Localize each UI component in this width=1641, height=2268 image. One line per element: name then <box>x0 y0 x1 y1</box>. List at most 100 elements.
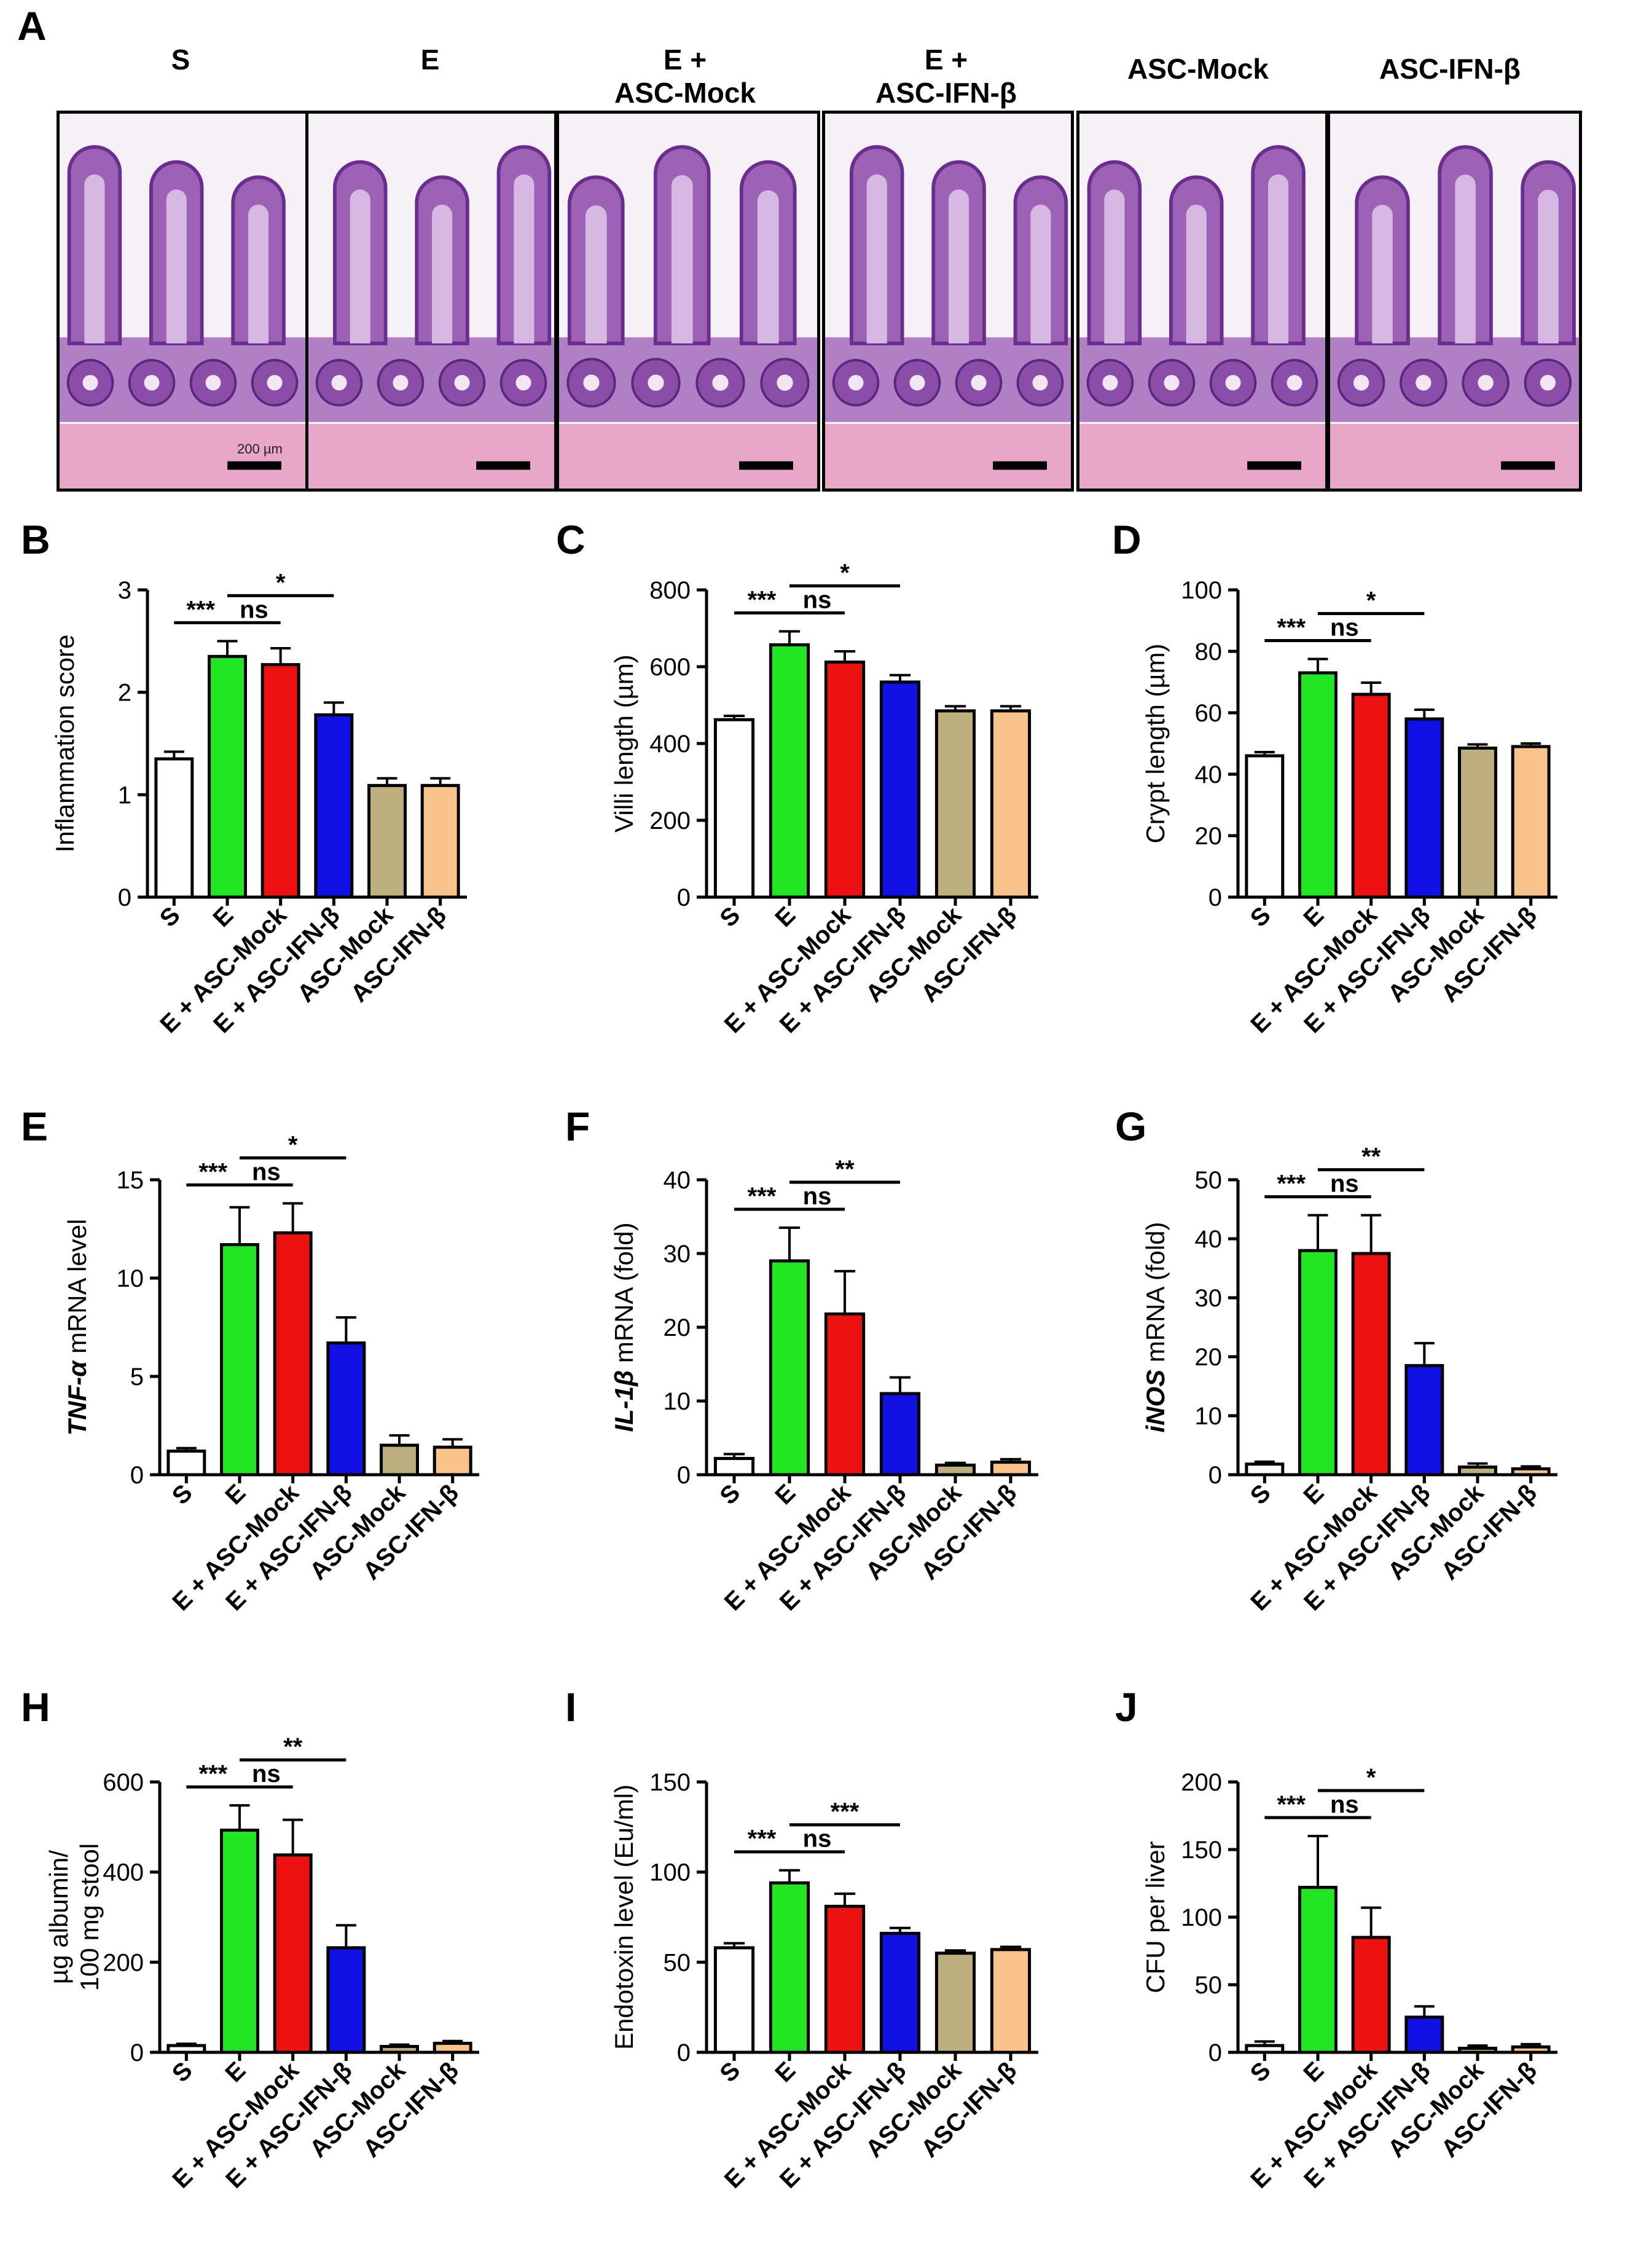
significance-label: *** <box>1277 1791 1306 1818</box>
crypt-lumen <box>454 375 470 391</box>
y-tick-label: 0 <box>1208 1462 1222 1489</box>
bar-6 <box>990 1948 1032 2054</box>
x-tick-label: E <box>220 1479 251 1510</box>
y-axis-label-gene: TNF-α <box>63 1360 92 1436</box>
scale-bar <box>1247 461 1301 470</box>
significance-label: ns <box>252 1158 281 1185</box>
y-tick-label: 40 <box>664 1167 691 1194</box>
villus-core <box>432 204 453 343</box>
histology-title-line1: S <box>171 44 190 76</box>
y-axis-label-unit: mRNA level <box>63 1219 92 1361</box>
villus-core <box>166 189 187 343</box>
bar-3 <box>824 1312 866 1477</box>
y-tick-label: 10 <box>1195 1403 1223 1430</box>
villus-core <box>1455 175 1476 343</box>
bar-1 <box>1245 754 1285 899</box>
y-axis-label-gene: IL-1β <box>609 1370 638 1432</box>
bar-5 <box>380 2044 419 2054</box>
x-tick-label: S <box>715 901 745 932</box>
villus-core <box>585 205 607 343</box>
bar-5 <box>934 1463 976 1477</box>
y-tick-label: 30 <box>1195 1285 1223 1312</box>
bar-5 <box>1458 747 1497 899</box>
y-tick-label: 3 <box>118 577 131 604</box>
histology-title-e-asc-mock: E + ASC-Mock <box>556 43 814 109</box>
y-tick-label: 30 <box>664 1241 691 1268</box>
bar-4 <box>1404 717 1444 899</box>
y-tick-label: 400 <box>649 731 691 758</box>
histology-image <box>1076 111 1328 492</box>
villus-core <box>1268 174 1289 343</box>
crypt-lumen <box>712 374 729 391</box>
significance-label: * <box>1366 1764 1376 1791</box>
y-axis-label: CFU per liver <box>1141 1841 1170 1993</box>
y-tick-label: 20 <box>1195 823 1223 850</box>
histology-title-line1: ASC-IFN-β <box>1379 53 1521 85</box>
bar-3 <box>1351 1936 1391 2054</box>
x-tick-label: E <box>770 2057 801 2087</box>
y-tick-label: 50 <box>1195 1167 1223 1194</box>
histology-tissue <box>1330 114 1579 489</box>
villus-core <box>84 174 105 343</box>
crypt-lumen <box>1540 375 1556 391</box>
significance-label: ns <box>803 1183 832 1210</box>
panel-letter-c: C <box>556 517 586 562</box>
crypt-lumen <box>205 375 221 391</box>
y-tick-label: 0 <box>677 2039 691 2066</box>
crypt-lumen <box>583 374 600 391</box>
crypt-lumen <box>1102 375 1118 391</box>
significance-label: *** <box>748 1826 777 1853</box>
histology-title-line1: ASC-Mock <box>1127 53 1269 85</box>
y-tick-label: 0 <box>118 884 131 911</box>
villus-core <box>949 189 969 343</box>
bar-2 <box>220 1828 259 2054</box>
scale-bar <box>476 461 530 470</box>
panel-letter-j: J <box>1115 1684 1138 1730</box>
bar-6 <box>1511 1467 1551 1477</box>
bar-2 <box>1298 1886 1337 2054</box>
x-tick-label: S <box>715 2057 745 2087</box>
x-tick-label: E <box>1298 901 1329 932</box>
bar-6 <box>990 709 1032 899</box>
y-axis-label-unit: mRNA (fold) <box>1141 1222 1170 1369</box>
muscle-layer <box>825 422 1071 489</box>
y-tick-label: 150 <box>649 1769 691 1796</box>
bar-5 <box>934 1952 976 2054</box>
bar-3 <box>824 1904 866 2054</box>
bar-4 <box>326 1946 366 2054</box>
significance-label: *** <box>831 1799 860 1826</box>
histology-title-line1: E <box>420 44 440 76</box>
histology-image <box>822 111 1074 492</box>
crypt-lumen <box>515 375 531 391</box>
bar-1 <box>713 1457 755 1477</box>
crypt-lumen <box>971 375 987 391</box>
crypt-lumen <box>1164 375 1180 391</box>
x-tick-label: S <box>155 901 186 932</box>
crypt-lumen <box>777 374 793 391</box>
y-tick-label: 2 <box>118 680 131 707</box>
y-tick-label: 50 <box>664 1949 691 1976</box>
y-tick-label: 400 <box>103 1859 144 1886</box>
histology-title-asc-mock: ASC-Mock <box>1069 52 1327 85</box>
significance-label: ns <box>1330 1171 1359 1198</box>
bar-6 <box>1511 745 1551 899</box>
bar-4 <box>1404 1364 1444 1477</box>
villus-core <box>671 175 693 343</box>
significance-label: ns <box>1330 1791 1359 1818</box>
y-tick-label: 200 <box>649 807 691 834</box>
bar-3 <box>1351 693 1391 899</box>
crypt-lumen <box>1416 375 1431 391</box>
villus-core <box>1104 189 1125 343</box>
y-tick-label: 0 <box>130 2039 144 2066</box>
bar-5 <box>1458 2046 1497 2054</box>
bar-1 <box>166 1450 206 1477</box>
x-tick-label: E <box>770 1479 801 1510</box>
histology-image <box>1327 111 1582 492</box>
significance-label: * <box>1366 587 1376 614</box>
y-axis-label: TNF-α mRNA level <box>63 1219 92 1436</box>
villus-core <box>1030 204 1051 343</box>
